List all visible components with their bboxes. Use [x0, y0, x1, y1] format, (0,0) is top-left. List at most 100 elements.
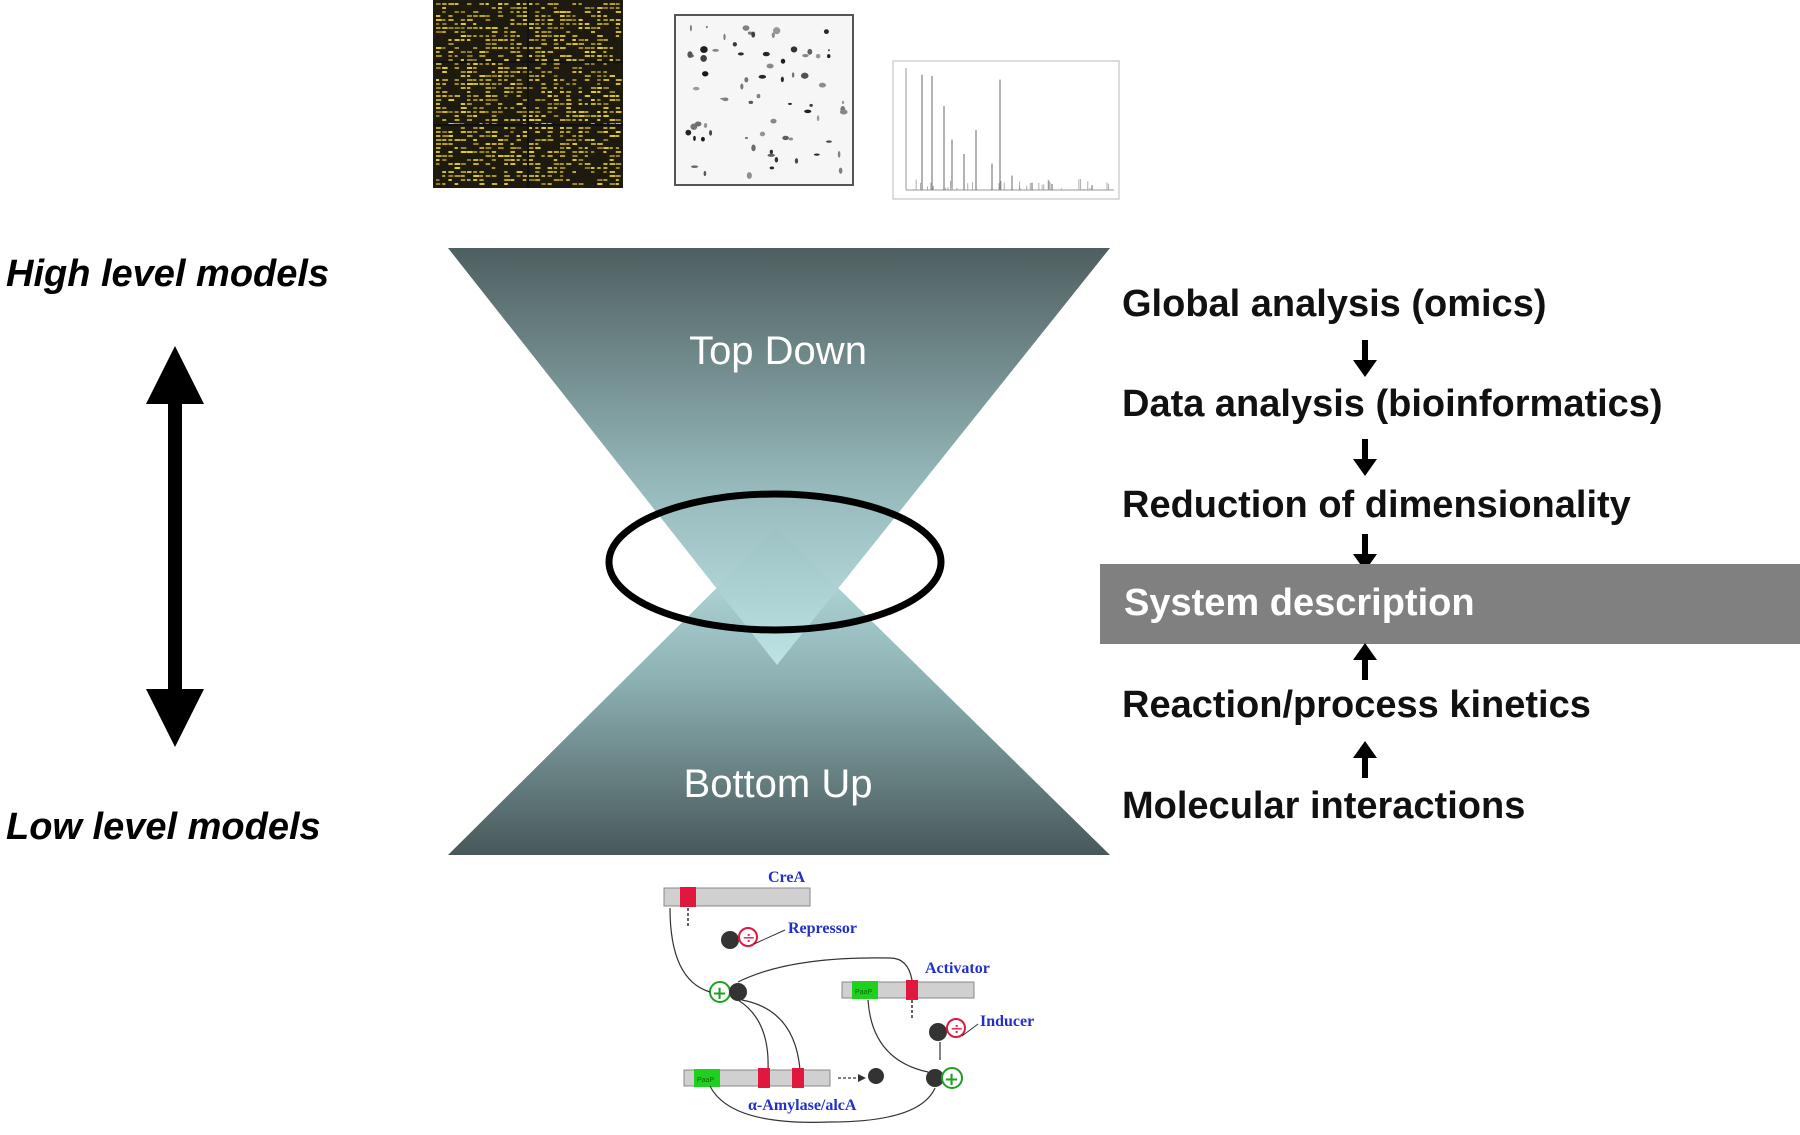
microarray-spot [460, 107, 467, 109]
microarray-spot [529, 163, 534, 165]
microarray-spot [516, 23, 522, 25]
microarray-spot [597, 103, 602, 105]
microarray-spot [516, 3, 521, 5]
microarray-spot [566, 91, 572, 93]
microarray-spot [591, 55, 595, 57]
microarray-spot [566, 43, 572, 45]
microarray-spot [510, 179, 515, 181]
microarray-spot [436, 103, 440, 105]
microarray-spot [498, 155, 504, 157]
microarray-spot [485, 147, 492, 149]
microarray-spot [454, 3, 459, 5]
microarray-spot [448, 131, 453, 133]
microarray-spot [566, 143, 570, 145]
microarray-spot [504, 179, 511, 181]
microarray-spot [529, 75, 535, 77]
gel-spot [746, 172, 752, 179]
microarray-spot [498, 3, 503, 5]
microarray-spot [529, 27, 534, 29]
top-down-triangle [448, 248, 1110, 665]
gel-spot [780, 58, 786, 64]
microarray-spot [442, 159, 447, 161]
microarray-spot [535, 75, 540, 77]
microarray-spot [529, 151, 535, 153]
microarray-spot [467, 59, 473, 61]
microarray-spot [491, 131, 498, 133]
microarray-spot [504, 27, 509, 29]
microarray-spot [522, 107, 527, 109]
gel-spot [782, 135, 789, 141]
microarray-spot [485, 131, 491, 133]
microarray-spot [504, 127, 508, 129]
gel-spot [838, 167, 843, 174]
microarray-spot [473, 107, 478, 109]
microarray-spot [491, 99, 498, 101]
microarray-spot [578, 27, 583, 29]
crea-label: CreA [768, 869, 805, 886]
microarray-spot [504, 79, 508, 81]
microarray-spot [584, 55, 591, 57]
microarray-spot [597, 23, 603, 25]
microarray-spot [479, 83, 485, 85]
microarray-spot [479, 63, 483, 65]
microarray-spot [615, 167, 620, 169]
microarray-spot [597, 87, 602, 89]
microarray-spot [578, 87, 582, 89]
microarray-spot [591, 99, 595, 101]
microarray-spot [572, 111, 577, 113]
microarray-spot [597, 59, 602, 61]
microarray-spot [541, 99, 546, 101]
microarray-spot [553, 99, 559, 101]
binding-site [792, 1068, 804, 1088]
microarray-spot [454, 95, 461, 97]
microarray-spot [566, 95, 571, 97]
microarray-spot [547, 135, 551, 137]
microarray-spot [535, 139, 541, 141]
gel-spot [791, 72, 795, 78]
microarray-spot [535, 47, 542, 49]
microarray-spot [522, 15, 528, 17]
microarray-spot [479, 179, 484, 181]
microarray-spot [467, 55, 473, 57]
microarray-spot [485, 87, 491, 89]
microarray-spot [560, 179, 564, 181]
microarray-spot [578, 67, 582, 69]
microarray-spot [448, 27, 454, 29]
microarray-spot [541, 35, 548, 37]
svg-text:+: + [712, 983, 727, 1004]
microarray-spot [448, 135, 453, 137]
microarray-spot [609, 171, 616, 173]
microarray-spot [529, 119, 535, 121]
microarray-spot [448, 59, 453, 61]
microarray-spot [460, 35, 467, 37]
microarray-spot [566, 83, 570, 85]
microarray-spot [460, 71, 466, 73]
microarray-spot [448, 39, 452, 41]
microarray-spot [615, 35, 620, 37]
microarray-spot [603, 103, 609, 105]
microarray-spot [553, 87, 557, 89]
microarray-spot [498, 103, 503, 105]
microarray-spot [485, 163, 491, 165]
microarray-spot [597, 15, 601, 17]
microarray-spot [584, 127, 591, 129]
microarray-spot [498, 147, 504, 149]
microarray-spot [572, 19, 577, 21]
microarray-spot [454, 175, 461, 177]
gel-spot [827, 49, 830, 52]
microarray-spot [516, 139, 521, 141]
microarray-spot [529, 3, 533, 5]
microarray-spot [560, 91, 564, 93]
microarray-spot [442, 175, 446, 177]
svg-text:PaaP: PaaP [855, 989, 872, 996]
crea-gene-bar [663, 887, 811, 907]
microarray-spot [560, 27, 564, 29]
gel-spot [788, 137, 794, 141]
microarray-spot [541, 31, 547, 33]
activation-complex-icon: + [926, 1067, 963, 1090]
microarray-spot [553, 75, 558, 77]
microarray-spot [491, 151, 497, 153]
microarray-spot [467, 135, 473, 137]
microarray-spot [572, 35, 578, 37]
microarray-spot [603, 7, 608, 9]
